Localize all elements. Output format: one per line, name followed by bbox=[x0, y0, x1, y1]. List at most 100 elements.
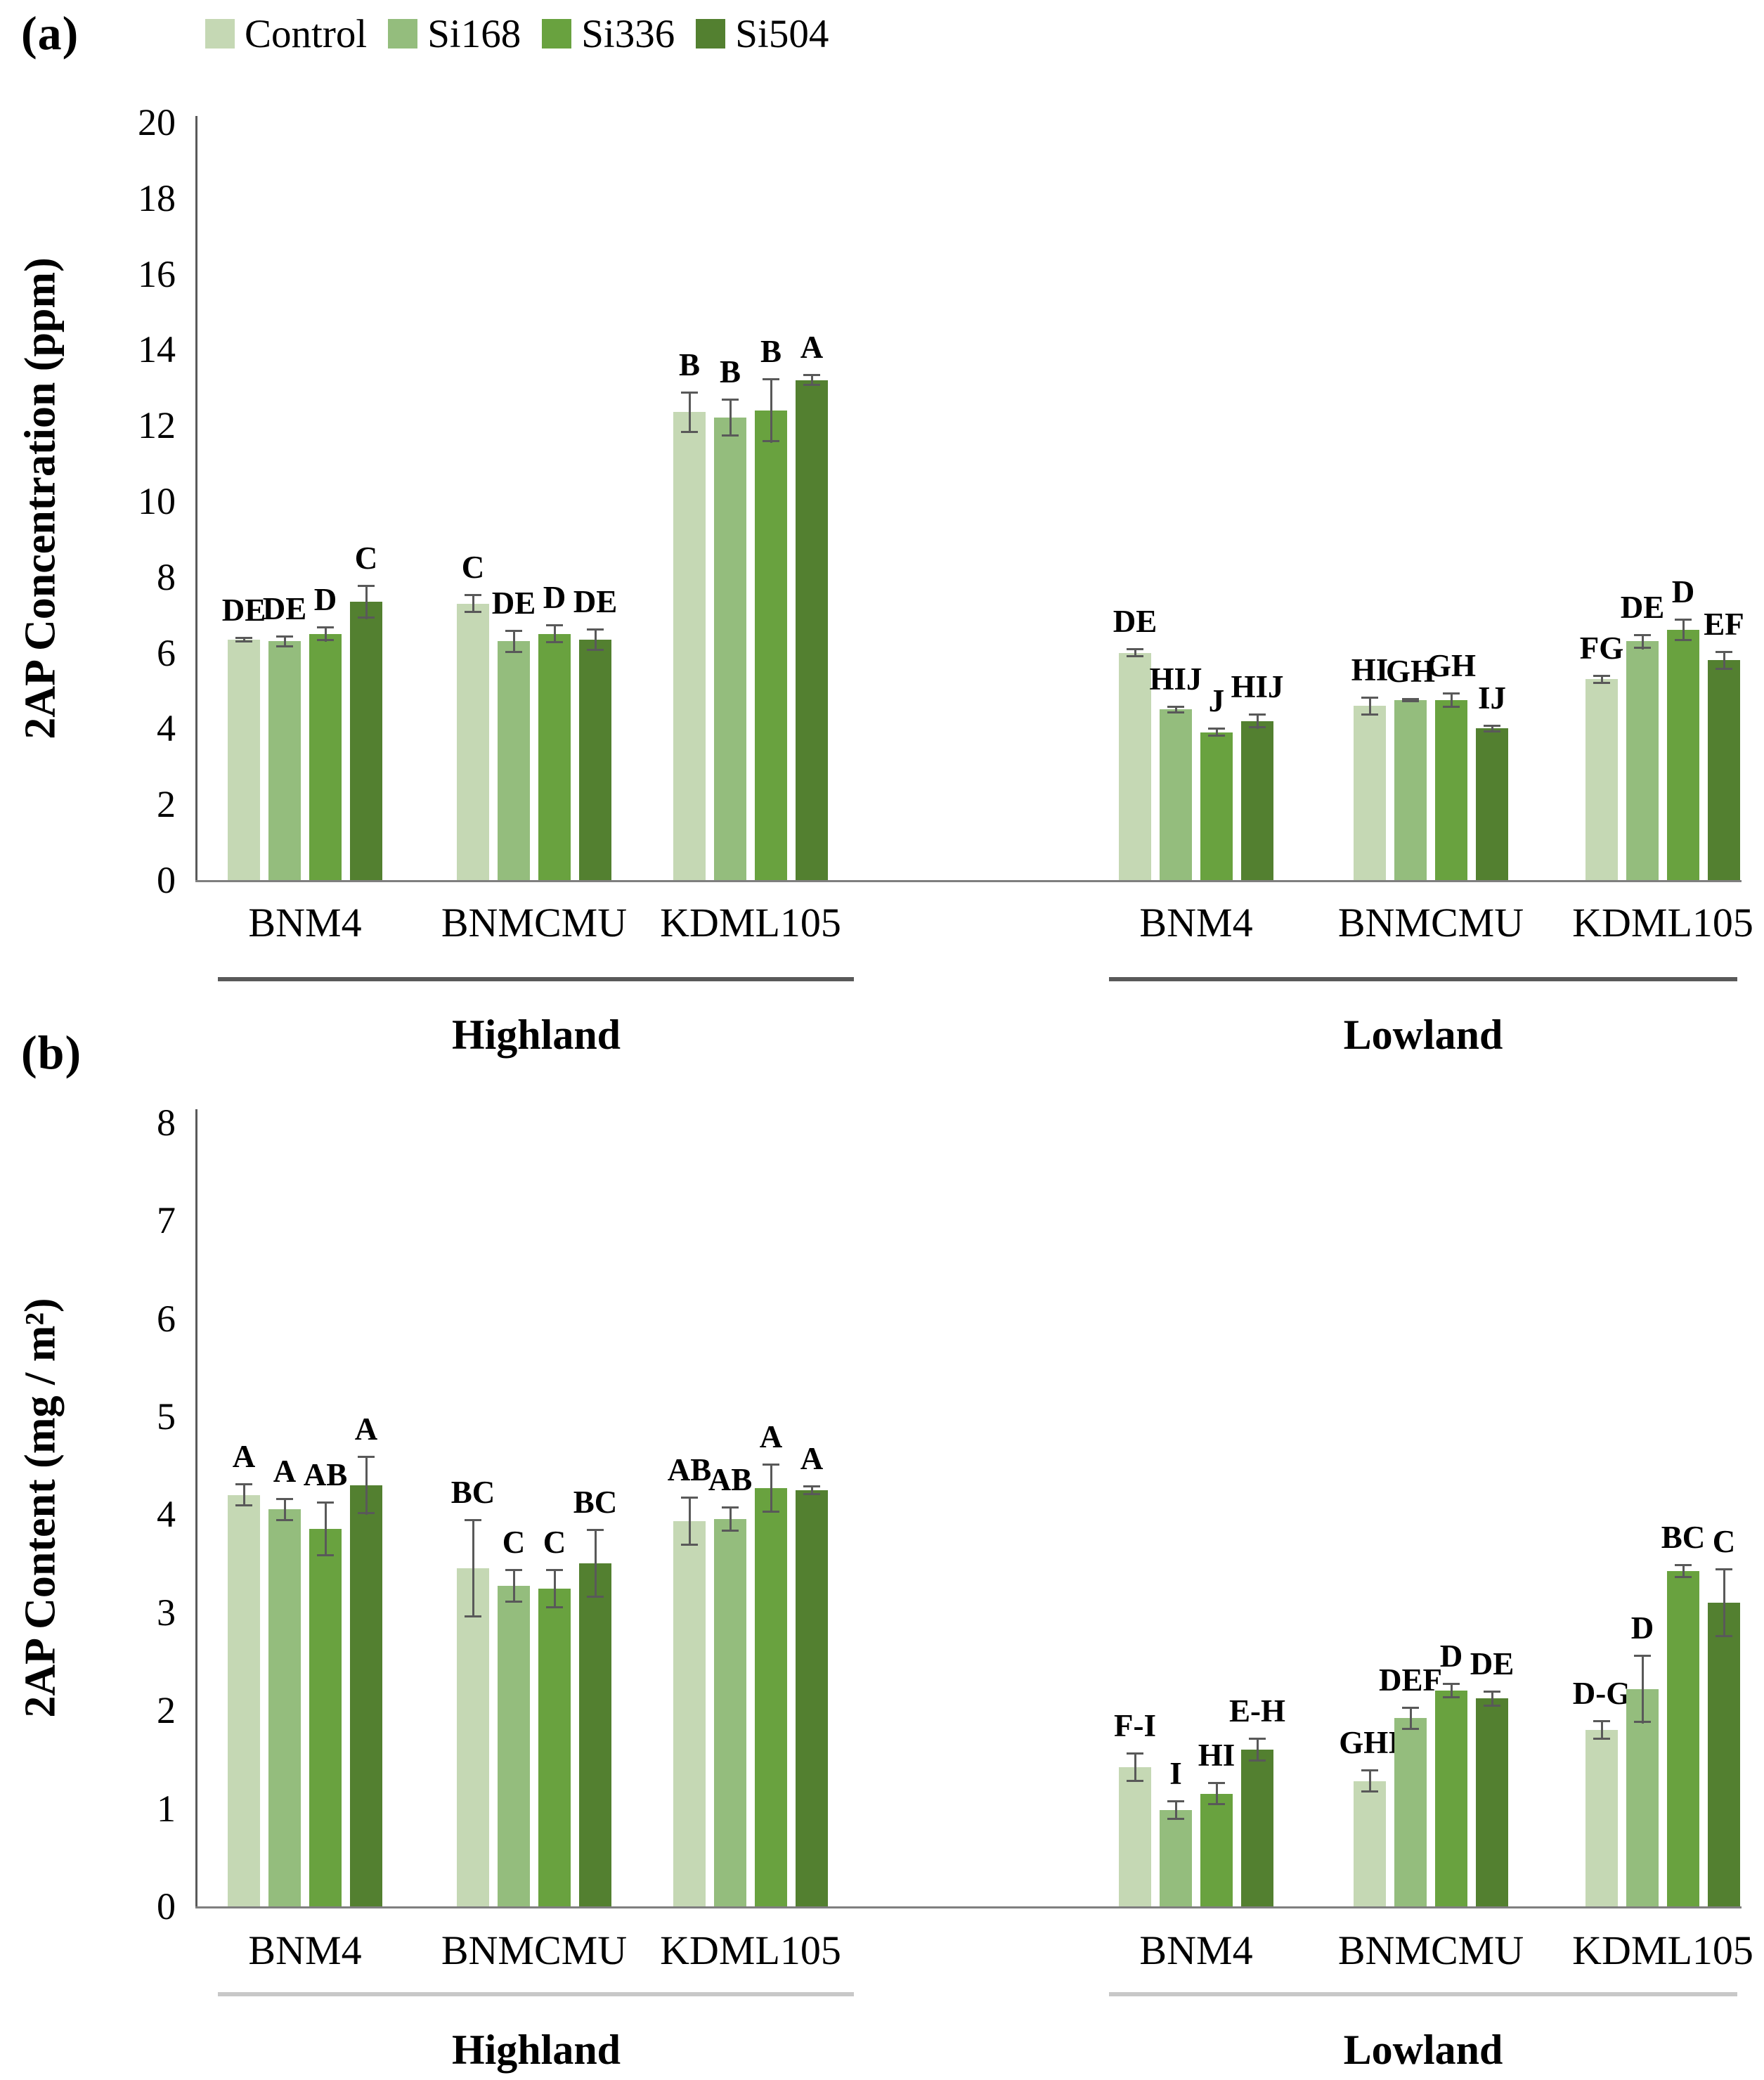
error-bar-bottom-cap bbox=[1402, 700, 1419, 702]
error-bar-bottom-cap bbox=[1634, 647, 1651, 649]
error-bar bbox=[770, 378, 772, 443]
error-bar-bottom-cap bbox=[1167, 711, 1184, 713]
y-axis-tick-label: 8 bbox=[157, 556, 176, 598]
category-label-kdml105: KDML105 bbox=[660, 900, 841, 945]
significance-letter: J bbox=[1208, 683, 1225, 718]
error-bar bbox=[1682, 619, 1685, 641]
legend-item-si504: Si504 bbox=[696, 14, 829, 54]
error-bar-top-cap bbox=[235, 637, 252, 639]
error-bar-bottom-cap bbox=[1167, 1818, 1184, 1820]
bar-lowland-bnm4-si168 bbox=[1160, 1810, 1192, 1906]
bar-lowland-kdml105-si168 bbox=[1626, 1689, 1659, 1906]
error-bar-bottom-cap bbox=[722, 1530, 739, 1532]
significance-letter: C bbox=[1712, 1524, 1736, 1559]
error-bar bbox=[811, 1485, 813, 1495]
bar-highland-kdml105-si168 bbox=[714, 1519, 746, 1906]
bar-highland-bnmcmu-control bbox=[457, 1568, 489, 1906]
chart-a-2ap-concentration: 0 2 4 6 8 10 12 14 16 18 20 2AP Concentration (ppm)… bbox=[17, 101, 1753, 1056]
significance-letter: AB bbox=[708, 1462, 753, 1497]
legend-label: Si504 bbox=[735, 11, 829, 56]
error-bar bbox=[284, 635, 286, 647]
error-bar-top-cap bbox=[1634, 1655, 1651, 1657]
bar-highland-bnm4-si168 bbox=[268, 641, 301, 880]
y-axis-tick-label: 16 bbox=[138, 253, 176, 295]
x-axis-line bbox=[195, 880, 1742, 882]
bar-lowland-kdml105-si336 bbox=[1667, 1571, 1699, 1906]
error-bar-top-cap bbox=[1249, 713, 1266, 716]
y-axis-tick-label: 20 bbox=[138, 101, 176, 143]
error-bar-bottom-cap bbox=[587, 1596, 604, 1598]
error-bar-top-cap bbox=[1484, 1691, 1500, 1693]
error-bar-bottom-cap bbox=[276, 645, 293, 647]
error-bar-bottom-cap bbox=[1249, 726, 1266, 728]
bar-highland-bnm4-control bbox=[228, 640, 260, 880]
bar-highland-bnmcmu-si336 bbox=[538, 634, 571, 880]
significance-letter: DEF bbox=[1379, 1662, 1442, 1698]
error-bar-top-cap bbox=[1402, 698, 1419, 700]
error-bar-bottom-cap bbox=[1127, 1780, 1143, 1782]
error-bar bbox=[595, 1529, 597, 1598]
bar-highland-kdml105-control bbox=[673, 412, 706, 880]
significance-letter: BC bbox=[1661, 1520, 1706, 1555]
bar-highland-bnm4-control bbox=[228, 1495, 260, 1906]
error-bar-top-cap bbox=[803, 374, 820, 376]
error-bar-bottom-cap bbox=[803, 1493, 820, 1495]
error-bar bbox=[689, 392, 691, 433]
significance-letter: D-G bbox=[1572, 1676, 1631, 1711]
legend-item-si336: Si336 bbox=[542, 14, 675, 54]
significance-letter: DE bbox=[1620, 590, 1665, 625]
error-bar-bottom-cap bbox=[1361, 1790, 1378, 1792]
error-bar-bottom-cap bbox=[276, 1519, 293, 1521]
legend-swatch-icon bbox=[205, 19, 235, 49]
error-bar bbox=[365, 1456, 368, 1515]
significance-letter: HIJ bbox=[1231, 669, 1284, 704]
error-bar-bottom-cap bbox=[681, 431, 698, 433]
error-bar-bottom-cap bbox=[681, 1544, 698, 1546]
error-bar-top-cap bbox=[235, 1483, 252, 1485]
y-axis-tick-label: 0 bbox=[157, 859, 176, 901]
bar-highland-kdml105-si336 bbox=[755, 411, 787, 880]
error-bar-bottom-cap bbox=[1675, 639, 1692, 641]
error-bar bbox=[770, 1464, 772, 1513]
bar-highland-kdml105-si504 bbox=[796, 380, 828, 880]
significance-letter: DE bbox=[573, 584, 618, 619]
bar-highland-bnm4-si336 bbox=[309, 1529, 342, 1906]
error-bar-bottom-cap bbox=[1484, 1705, 1500, 1707]
bar-highland-bnmcmu-si168 bbox=[498, 1586, 530, 1906]
error-bar-bottom-cap bbox=[1675, 1576, 1692, 1578]
error-bar-bottom-cap bbox=[505, 1601, 522, 1603]
error-bar bbox=[554, 624, 556, 643]
bar-lowland-bnmcmu-si336 bbox=[1435, 1691, 1467, 1906]
error-bar-bottom-cap bbox=[763, 440, 779, 442]
error-bar-bottom-cap bbox=[1208, 1803, 1225, 1805]
bar-lowland-kdml105-si504 bbox=[1708, 1603, 1740, 1906]
y-axis-title: 2AP Content (mg / m²) bbox=[16, 1298, 65, 1718]
error-bar-top-cap bbox=[1127, 648, 1143, 650]
location-label-lowland: Lowland bbox=[1343, 2027, 1503, 2073]
bar-lowland-kdml105-si168 bbox=[1626, 641, 1659, 880]
error-bar-bottom-cap bbox=[546, 641, 563, 643]
legend-item-control: Control bbox=[205, 14, 367, 54]
error-bar bbox=[1369, 697, 1371, 716]
significance-letter: IJ bbox=[1477, 680, 1506, 716]
category-label-bnm4: BNM4 bbox=[248, 900, 362, 945]
error-bar-top-cap bbox=[358, 585, 375, 587]
significance-letter: DE bbox=[262, 591, 307, 626]
legend-label: Si336 bbox=[581, 11, 675, 56]
category-label-bnm4: BNM4 bbox=[1139, 1927, 1253, 1973]
y-axis-tick-label: 4 bbox=[157, 1493, 176, 1535]
location-divider bbox=[218, 977, 854, 981]
bar-lowland-bnm4-control bbox=[1119, 653, 1151, 880]
bar-highland-bnmcmu-si168 bbox=[498, 641, 530, 880]
error-bar-bottom-cap bbox=[1443, 1696, 1460, 1698]
error-bar-bottom-cap bbox=[1716, 668, 1732, 670]
error-bar-top-cap bbox=[317, 1501, 334, 1504]
category-label-bnmcmu: BNMCMU bbox=[1337, 1927, 1524, 1973]
error-bar-bottom-cap bbox=[235, 640, 252, 642]
error-bar bbox=[554, 1569, 556, 1608]
significance-letter: A bbox=[354, 1412, 378, 1447]
significance-letter: HI bbox=[1351, 652, 1389, 687]
significance-letter: GHI bbox=[1339, 1725, 1401, 1760]
